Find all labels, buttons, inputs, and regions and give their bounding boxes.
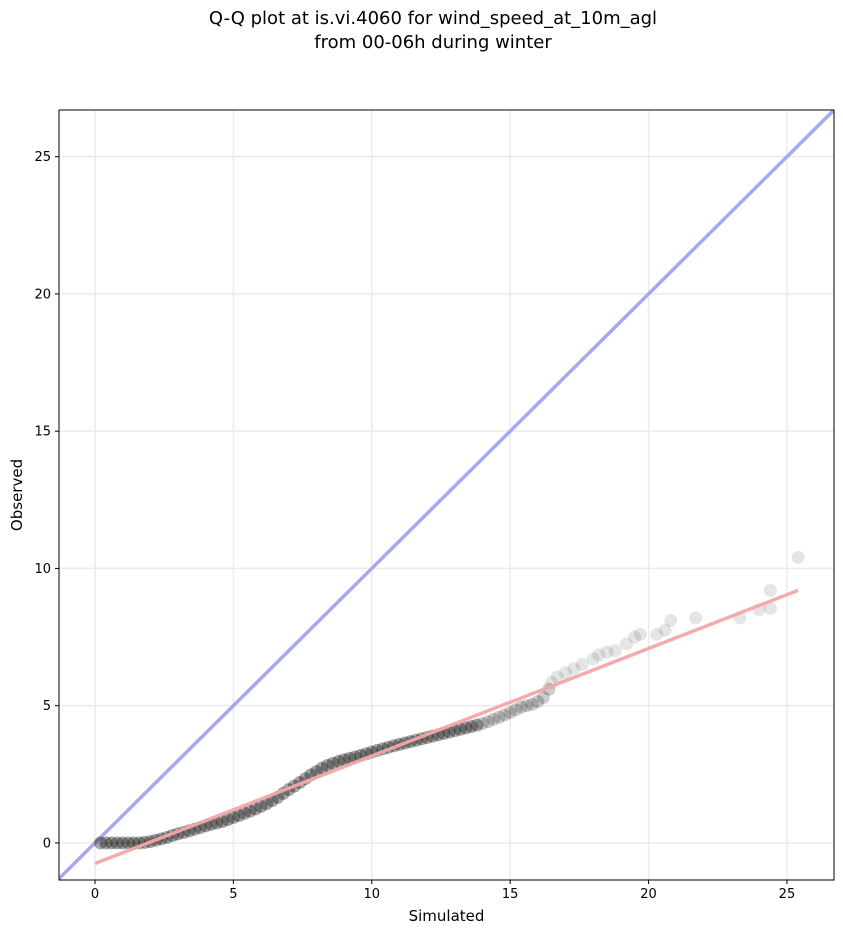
x-axis-label: Simulated <box>409 907 485 925</box>
data-point <box>514 700 528 714</box>
y-tick-label: 25 <box>34 150 51 165</box>
fit-line <box>94 588 799 866</box>
x-tick-label: 25 <box>779 887 796 902</box>
data-point <box>559 666 573 680</box>
data-point <box>520 699 534 713</box>
data-point <box>94 836 108 850</box>
data-point <box>567 662 581 676</box>
data-point <box>503 706 517 720</box>
data-point <box>221 813 235 827</box>
data-point <box>237 806 251 820</box>
data-point <box>459 721 473 735</box>
y-tick-label: 0 <box>43 836 51 851</box>
data-point <box>628 630 642 644</box>
data-point <box>464 720 478 734</box>
x-axis: 0 5 10 15 20 25 <box>91 880 795 902</box>
data-point <box>448 724 462 738</box>
data-point <box>116 836 130 850</box>
data-point <box>337 753 351 767</box>
data-point <box>487 712 501 726</box>
data-point <box>475 717 489 731</box>
data-point <box>498 708 512 722</box>
data-point <box>633 627 647 641</box>
data-points <box>94 550 805 850</box>
data-point <box>600 645 614 659</box>
data-point <box>332 754 346 768</box>
data-point <box>658 623 672 637</box>
data-point <box>210 816 224 830</box>
data-point <box>326 756 340 770</box>
one-to-one-line <box>59 110 834 880</box>
data-point <box>110 836 124 850</box>
data-point <box>791 550 805 564</box>
data-point <box>320 759 334 773</box>
grid <box>59 110 834 880</box>
data-point <box>260 797 274 811</box>
y-tick-label: 10 <box>34 562 51 577</box>
y-tick-label: 20 <box>34 287 51 302</box>
data-point <box>536 690 550 704</box>
data-point <box>550 670 564 684</box>
chart-title-line2: from 00-06h during winter <box>314 32 552 53</box>
y-tick-label: 5 <box>43 699 51 714</box>
reference-line <box>59 110 834 880</box>
data-point <box>232 808 246 822</box>
data-point <box>215 815 229 829</box>
x-tick-label: 15 <box>502 887 519 902</box>
x-tick-label: 0 <box>91 887 99 902</box>
data-point <box>608 644 622 658</box>
data-point <box>249 802 263 816</box>
data-point <box>254 799 268 813</box>
data-point <box>315 761 329 775</box>
data-point <box>664 614 678 628</box>
data-point <box>481 715 495 729</box>
data-point <box>121 836 135 850</box>
data-point <box>586 652 600 666</box>
data-point <box>99 836 113 850</box>
y-axis-label: Observed <box>8 459 26 531</box>
data-point <box>226 810 240 824</box>
data-point <box>243 804 257 818</box>
data-point <box>763 601 777 615</box>
y-axis: 0 5 10 15 20 25 <box>34 150 59 851</box>
data-point <box>453 722 467 736</box>
data-point <box>525 697 539 711</box>
data-point <box>509 703 523 717</box>
data-point <box>763 583 777 597</box>
data-point <box>492 710 506 724</box>
data-point <box>531 695 545 709</box>
data-point <box>575 658 589 672</box>
data-point <box>592 648 606 662</box>
data-point <box>619 637 633 651</box>
data-point <box>105 836 119 850</box>
x-tick-label: 20 <box>640 887 657 902</box>
plot-frame <box>58 109 835 881</box>
x-tick-label: 5 <box>229 887 237 902</box>
x-tick-label: 10 <box>363 887 380 902</box>
regression-line <box>94 588 799 866</box>
y-tick-label: 15 <box>34 425 51 440</box>
data-point <box>470 718 484 732</box>
chart-title-line1: Q-Q plot at is.vi.4060 for wind_speed_at… <box>208 8 658 29</box>
data-point <box>650 627 664 641</box>
data-point <box>689 611 703 625</box>
